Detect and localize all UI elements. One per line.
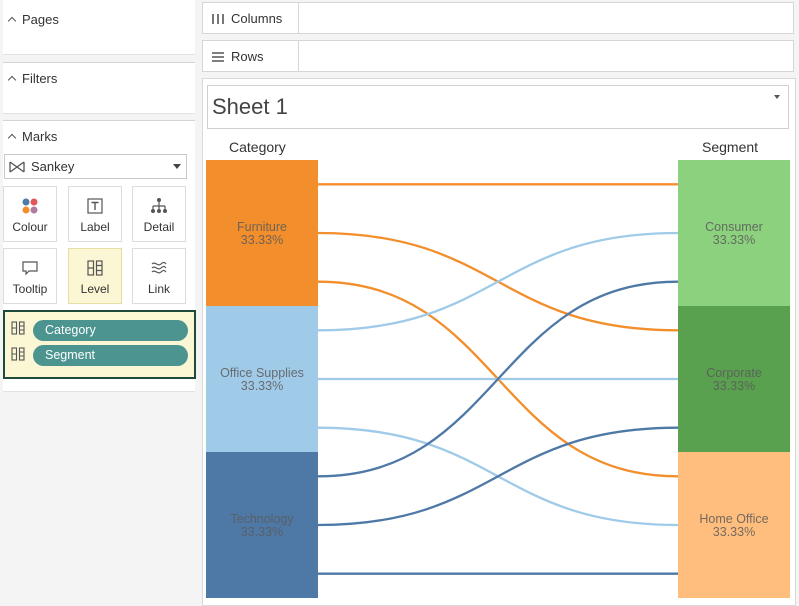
segment-level-pill[interactable]: Segment	[33, 345, 188, 366]
rows-shelf[interactable]: Rows	[202, 40, 794, 72]
category-node-label-furniture: Furniture	[237, 220, 287, 234]
shelf-divider	[298, 3, 299, 33]
tooltip-label: Tooltip	[12, 282, 48, 296]
sheet-title: Sheet 1	[212, 94, 288, 119]
category-node-label-technology: Technology	[230, 512, 294, 526]
category-node-percent-office-supplies: 33.33%	[241, 379, 283, 393]
detail-button[interactable]: Detail	[132, 186, 186, 242]
label-button[interactable]: Label	[68, 186, 122, 242]
segment-node-label-home-office: Home Office	[699, 512, 768, 526]
rows-icon	[212, 51, 224, 62]
category-node-technology[interactable]	[206, 452, 318, 598]
category-node-percent-furniture: 33.33%	[241, 233, 283, 247]
sankey-icon	[9, 160, 25, 173]
tooltip-icon	[22, 261, 38, 276]
segment-node-percent-home-office: 33.33%	[713, 525, 755, 539]
marks-title: Marks	[22, 129, 58, 144]
title-menu-arrow-icon[interactable]	[774, 95, 780, 99]
detail-icon	[151, 198, 167, 213]
level-icon	[11, 321, 25, 335]
filters-card: Filters	[3, 62, 195, 114]
sankey-link-technology-to-consumer[interactable]	[317, 280, 679, 478]
label-icon	[87, 198, 103, 214]
colour-icon	[22, 198, 38, 214]
label-label: Label	[80, 220, 110, 234]
mark-type-dropdown[interactable]: Sankey	[4, 154, 187, 179]
left-column-header: Category	[229, 139, 286, 155]
category-level-pill[interactable]: Category	[33, 320, 188, 341]
colour-button[interactable]: Colour	[3, 186, 57, 242]
columns-shelf-label: Columns	[211, 11, 282, 26]
columns-title: Columns	[231, 11, 283, 26]
segment-node-home-office[interactable]	[678, 452, 790, 598]
link-icon	[151, 261, 167, 274]
level-icon	[11, 347, 25, 361]
segment-node-percent-consumer: 33.33%	[713, 233, 755, 247]
filters-title: Filters	[22, 71, 58, 86]
colour-label: Colour	[12, 220, 48, 234]
dropdown-arrow-icon	[173, 164, 181, 169]
tooltip-button[interactable]: Tooltip	[3, 248, 57, 304]
pages-title: Pages	[22, 12, 59, 27]
sankey-link-technology-to-corporate[interactable]	[317, 426, 679, 527]
columns-icon	[212, 13, 224, 24]
level-icon	[87, 260, 103, 276]
link-button[interactable]: Link	[132, 248, 186, 304]
rows-title: Rows	[231, 49, 264, 64]
marks-header[interactable]: Marks	[7, 129, 58, 144]
segment-node-corporate[interactable]	[678, 306, 790, 452]
mark-type-label: Sankey	[31, 159, 75, 174]
sankey-link-office-supplies-to-consumer[interactable]	[317, 231, 679, 332]
category-node-office-supplies[interactable]	[206, 306, 318, 452]
link-label: Link	[147, 282, 170, 296]
columns-shelf[interactable]: Columns	[202, 2, 794, 34]
pages-header[interactable]: Pages	[7, 12, 59, 27]
shelf-divider	[298, 41, 299, 71]
category-node-percent-technology: 33.33%	[241, 525, 283, 539]
pages-card: Pages	[3, 0, 195, 55]
level-pills-box: Category Segment	[3, 310, 196, 379]
level-button[interactable]: Level	[68, 248, 122, 304]
category-node-furniture[interactable]	[206, 160, 318, 306]
rows-shelf-label: Rows	[211, 49, 264, 64]
detail-label: Detail	[143, 220, 175, 234]
category-node-label-office-supplies: Office Supplies	[220, 366, 304, 380]
level-label: Level	[80, 282, 110, 296]
right-column-header: Segment	[702, 139, 759, 155]
segment-node-label-corporate: Corporate	[706, 366, 762, 380]
filters-header[interactable]: Filters	[7, 71, 58, 86]
segment-node-label-consumer: Consumer	[705, 220, 763, 234]
segment-node-percent-corporate: 33.33%	[713, 379, 755, 393]
sheet-title-box[interactable]: Sheet 1	[207, 85, 789, 129]
segment-node-consumer[interactable]	[678, 160, 790, 306]
